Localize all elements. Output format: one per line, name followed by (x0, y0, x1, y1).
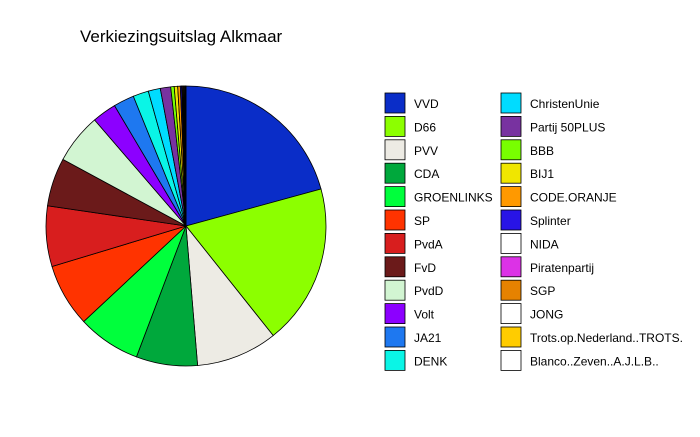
legend-item-partij-50plus: Partij 50PLUS (501, 116, 605, 136)
legend-swatch-blanco-zeven-a-j-l-b (501, 350, 521, 370)
legend-swatch-partij-50plus (501, 116, 521, 136)
legend-item-bbb: BBB (501, 140, 554, 160)
legend-item-christenunie: ChristenUnie (501, 93, 600, 113)
legend-item-blanco-zeven-a-j-l-b: Blanco..Zeven..A.J.L.B.. (501, 350, 659, 370)
legend-swatch-volt (385, 304, 405, 324)
legend-item-ja21: JA21 (385, 327, 442, 347)
legend-swatch-sp (385, 210, 405, 230)
legend-label-jong: JONG (530, 308, 563, 322)
legend-swatch-christenunie (501, 93, 521, 113)
legend-label-nida: NIDA (530, 237, 559, 251)
chart-title: Verkiezingsuitslag Alkmaar (80, 27, 283, 46)
legend-swatch-bbb (501, 140, 521, 160)
legend-swatch-piratenpartij (501, 257, 521, 277)
legend-item-vvd: VVD (385, 93, 439, 113)
legend-item-groenlinks: GROENLINKS (385, 187, 493, 207)
legend-swatch-ja21 (385, 327, 405, 347)
legend-label-pvv: PVV (414, 144, 438, 158)
legend-label-volt: Volt (414, 308, 435, 322)
legend-item-bij1: BIJ1 (501, 163, 554, 183)
legend-label-sgp: SGP (530, 284, 555, 298)
legend-label-groenlinks: GROENLINKS (414, 191, 493, 205)
legend-item-volt: Volt (385, 304, 435, 324)
legend-label-vvd: VVD (414, 97, 439, 111)
legend-label-bij1: BIJ1 (530, 167, 554, 181)
legend-item-sp: SP (385, 210, 430, 230)
legend-label-cda: CDA (414, 167, 439, 181)
legend-swatch-groenlinks (385, 187, 405, 207)
legend-item-denk: DENK (385, 350, 447, 370)
legend-label-denk: DENK (414, 354, 447, 368)
legend-label-splinter: Splinter (530, 214, 571, 228)
legend-label-blanco-zeven-a-j-l-b: Blanco..Zeven..A.J.L.B.. (530, 354, 659, 368)
legend-swatch-pvda (385, 233, 405, 253)
legend-item-splinter: Splinter (501, 210, 571, 230)
legend-item-piratenpartij: Piratenpartij (501, 257, 594, 277)
legend-swatch-bij1 (501, 163, 521, 183)
legend: VVD D66 PVV CDA GROENLINKS SP PvdA FvD PvdD Volt J… (385, 93, 683, 370)
legend-item-cda: CDA (385, 163, 439, 183)
legend-item-code-oranje: CODE.ORANJE (501, 187, 617, 207)
legend-swatch-jong (501, 304, 521, 324)
legend-swatch-splinter (501, 210, 521, 230)
legend-swatch-nida (501, 233, 521, 253)
pie-slices (46, 86, 326, 366)
legend-label-code-oranje: CODE.ORANJE (530, 191, 617, 205)
legend-item-d66: D66 (385, 116, 436, 136)
legend-swatch-fvd (385, 257, 405, 277)
legend-label-piratenpartij: Piratenpartij (530, 261, 594, 275)
legend-label-bbb: BBB (530, 144, 554, 158)
legend-item-nida: NIDA (501, 233, 559, 253)
legend-item-sgp: SGP (501, 280, 555, 300)
legend-swatch-cda (385, 163, 405, 183)
legend-item-trots-op-nederland-trots: Trots.op.Nederland..TROTS. (501, 327, 683, 347)
legend-swatch-d66 (385, 116, 405, 136)
legend-label-partij-50plus: Partij 50PLUS (530, 120, 605, 134)
legend-item-pvdd: PvdD (385, 280, 444, 300)
legend-item-pvv: PVV (385, 140, 438, 160)
legend-item-fvd: FvD (385, 257, 436, 277)
legend-swatch-code-oranje (501, 187, 521, 207)
legend-swatch-pvv (385, 140, 405, 160)
legend-item-jong: JONG (501, 304, 563, 324)
legend-swatch-pvdd (385, 280, 405, 300)
legend-label-pvda: PvdA (414, 237, 443, 251)
legend-item-pvda: PvdA (385, 233, 443, 253)
legend-swatch-sgp (501, 280, 521, 300)
legend-label-trots-op-nederland-trots: Trots.op.Nederland..TROTS. (530, 331, 683, 345)
legend-swatch-denk (385, 350, 405, 370)
legend-label-pvdd: PvdD (414, 284, 444, 298)
legend-label-christenunie: ChristenUnie (530, 97, 600, 111)
legend-label-fvd: FvD (414, 261, 436, 275)
legend-label-d66: D66 (414, 120, 436, 134)
legend-swatch-vvd (385, 93, 405, 113)
legend-label-ja21: JA21 (414, 331, 442, 345)
legend-swatch-trots-op-nederland-trots (501, 327, 521, 347)
legend-label-sp: SP (414, 214, 430, 228)
